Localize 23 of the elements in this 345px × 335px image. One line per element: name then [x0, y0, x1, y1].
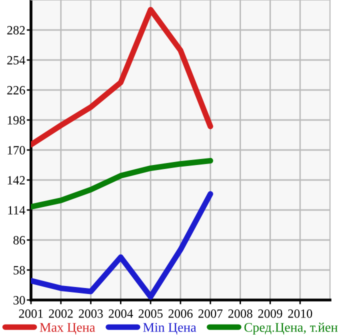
y-tick-label: 198 — [8, 116, 25, 124]
y-tick-label: 142 — [8, 176, 25, 184]
x-tick-label: 2008 — [228, 309, 252, 318]
y-tick-label: 114 — [8, 206, 26, 214]
y-tick-label: 226 — [7, 86, 26, 94]
x-tick-label: 2009 — [258, 309, 282, 318]
legend-label: Min Цена — [143, 322, 196, 335]
x-tick-label: 2004 — [108, 309, 134, 318]
y-tick-label: 30 — [14, 296, 25, 304]
x-tick-label: 2005 — [138, 309, 163, 318]
y-tick-label: 58 — [14, 266, 25, 274]
legend-label: Сред.Цена, т.йен — [244, 322, 338, 335]
x-tick-label: 2002 — [48, 309, 73, 318]
y-tick-label: 254 — [7, 56, 26, 64]
x-tick-label: 2003 — [78, 309, 103, 318]
legend-label: Max Цена — [40, 323, 96, 335]
x-tick-label: 2001 — [19, 309, 43, 318]
x-tick-label: 2006 — [168, 309, 193, 318]
x-tick-label: 2010 — [288, 309, 312, 318]
y-tick-label: 170 — [8, 146, 25, 154]
x-tick-label: 2007 — [198, 309, 223, 318]
y-tick-label: 282 — [7, 26, 25, 34]
y-tick-label: 86 — [13, 236, 26, 244]
